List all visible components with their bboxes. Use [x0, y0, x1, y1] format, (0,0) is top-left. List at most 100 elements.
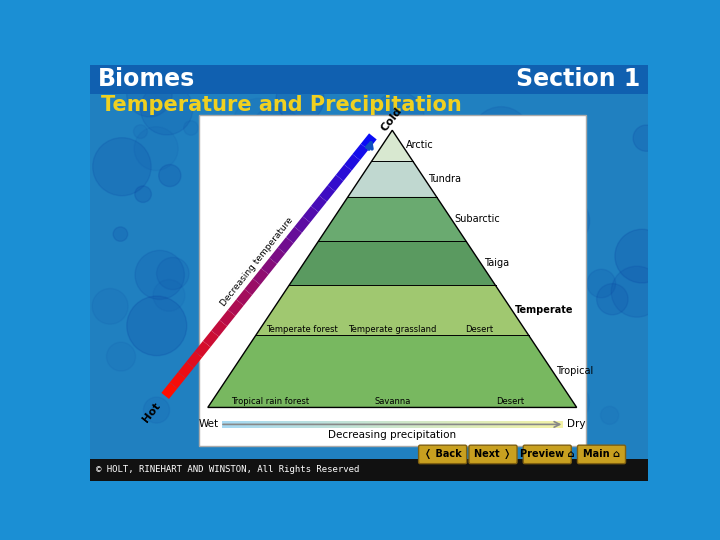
Bar: [444, 421, 447, 428]
Bar: [304, 421, 307, 428]
Circle shape: [516, 68, 525, 77]
Circle shape: [348, 363, 355, 370]
Circle shape: [508, 61, 539, 92]
Circle shape: [225, 84, 240, 99]
Bar: [283, 421, 287, 428]
Circle shape: [410, 205, 422, 216]
Bar: [549, 421, 552, 428]
Bar: [559, 421, 563, 428]
Bar: [487, 421, 491, 428]
Circle shape: [151, 127, 166, 143]
Bar: [402, 421, 406, 428]
Circle shape: [334, 368, 353, 387]
Circle shape: [615, 219, 631, 234]
Circle shape: [164, 185, 177, 198]
Bar: [235, 421, 239, 428]
Circle shape: [256, 74, 278, 95]
Circle shape: [285, 437, 299, 451]
Circle shape: [633, 125, 660, 151]
Circle shape: [140, 83, 193, 135]
Bar: [331, 421, 334, 428]
Polygon shape: [372, 130, 413, 161]
Bar: [518, 421, 522, 428]
Circle shape: [441, 131, 450, 139]
Circle shape: [300, 219, 313, 232]
Bar: [239, 421, 242, 428]
Bar: [436, 421, 440, 428]
Circle shape: [346, 150, 355, 159]
Bar: [542, 421, 546, 428]
Circle shape: [377, 431, 423, 477]
Circle shape: [435, 241, 445, 251]
Circle shape: [578, 100, 588, 110]
Circle shape: [245, 196, 255, 206]
Circle shape: [541, 378, 590, 427]
Bar: [222, 421, 225, 428]
Circle shape: [543, 434, 546, 437]
Circle shape: [257, 312, 287, 341]
Bar: [328, 421, 331, 428]
Circle shape: [416, 154, 440, 179]
Circle shape: [93, 138, 151, 195]
Circle shape: [149, 281, 174, 306]
Circle shape: [297, 359, 339, 400]
Circle shape: [593, 427, 607, 441]
Bar: [396, 421, 399, 428]
Circle shape: [107, 269, 114, 276]
Text: Decreasing precipitation: Decreasing precipitation: [328, 430, 456, 440]
Circle shape: [373, 92, 424, 143]
Circle shape: [102, 264, 125, 287]
Circle shape: [498, 322, 544, 369]
Bar: [263, 421, 266, 428]
Circle shape: [593, 401, 614, 422]
Circle shape: [561, 378, 572, 388]
Bar: [481, 421, 485, 428]
Circle shape: [147, 259, 159, 271]
Circle shape: [94, 381, 98, 386]
Text: © HOLT, RINEHART AND WINSTON, All Rights Reserved: © HOLT, RINEHART AND WINSTON, All Rights…: [96, 465, 359, 474]
Circle shape: [517, 175, 526, 183]
Bar: [522, 421, 526, 428]
Circle shape: [339, 237, 354, 251]
Circle shape: [133, 125, 148, 139]
Bar: [512, 421, 515, 428]
Bar: [372, 421, 375, 428]
Circle shape: [153, 280, 185, 311]
Bar: [474, 421, 477, 428]
Circle shape: [158, 165, 181, 187]
Circle shape: [477, 387, 495, 404]
Circle shape: [537, 195, 590, 247]
Bar: [382, 421, 385, 428]
Circle shape: [158, 278, 163, 284]
Bar: [440, 421, 444, 428]
Circle shape: [233, 98, 284, 149]
Bar: [90, 94, 648, 459]
Text: Tundra: Tundra: [428, 174, 461, 184]
Circle shape: [99, 290, 116, 308]
Circle shape: [373, 389, 393, 409]
Circle shape: [419, 329, 467, 378]
Circle shape: [190, 135, 202, 147]
Circle shape: [472, 107, 530, 164]
Bar: [90, 459, 648, 481]
Bar: [485, 421, 487, 428]
Circle shape: [416, 109, 433, 125]
Bar: [225, 421, 228, 428]
Circle shape: [432, 281, 482, 332]
FancyBboxPatch shape: [523, 445, 571, 464]
Circle shape: [296, 190, 302, 196]
Bar: [338, 421, 341, 428]
Circle shape: [149, 467, 160, 477]
Bar: [477, 421, 481, 428]
Bar: [416, 421, 420, 428]
Bar: [334, 421, 338, 428]
Bar: [307, 421, 310, 428]
Bar: [351, 421, 355, 428]
Circle shape: [547, 139, 555, 147]
Circle shape: [181, 126, 222, 167]
Circle shape: [450, 440, 462, 452]
Circle shape: [248, 267, 259, 279]
Circle shape: [591, 184, 598, 190]
Circle shape: [135, 251, 184, 299]
Circle shape: [308, 44, 357, 92]
